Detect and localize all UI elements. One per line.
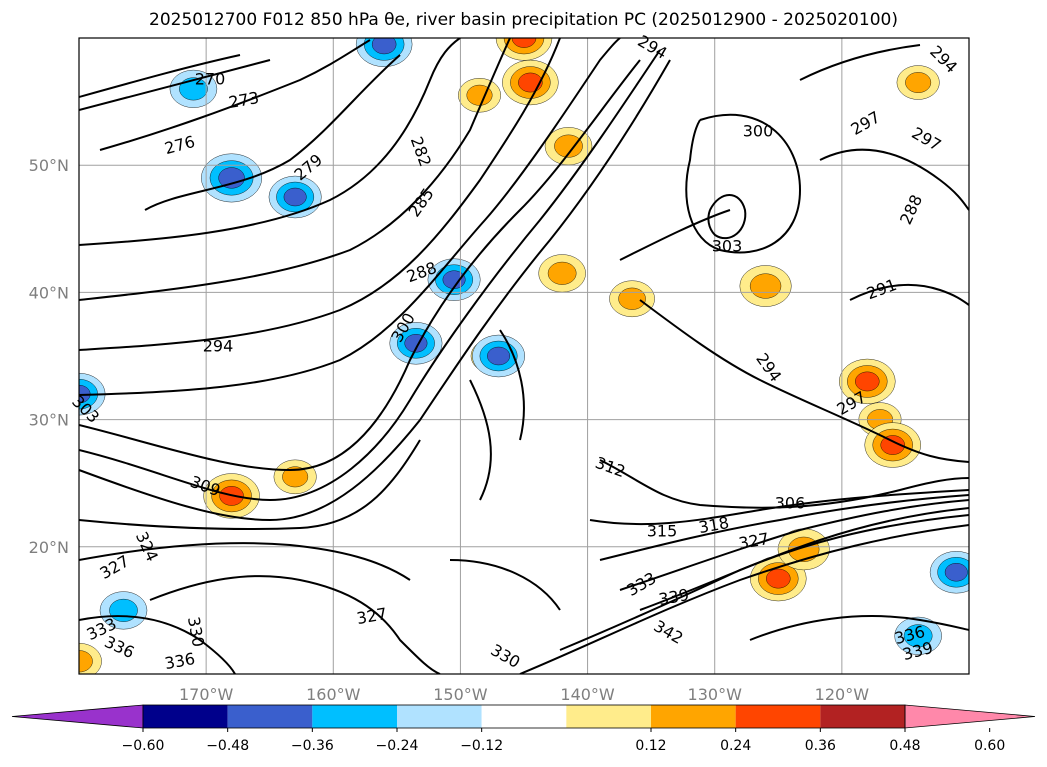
contour-label: 300 xyxy=(743,122,774,141)
lat-tick-label: 40°N xyxy=(29,283,69,302)
colorbar-segment xyxy=(143,705,228,728)
colorbar-tick-label: −0.60 xyxy=(122,738,165,754)
lon-tick-label: 130°W xyxy=(688,685,743,704)
colorbar-segment xyxy=(651,705,736,728)
lat-tick-label: 20°N xyxy=(29,538,69,557)
contour-label: 306 xyxy=(775,494,806,513)
precip-pc-patch xyxy=(282,466,309,488)
contour-label: 315 xyxy=(647,522,678,541)
colorbar: −0.60 −0.48 −0.36 −0.24 −0.12 0.12 0.24 0.36 0.4… xyxy=(11,704,1036,754)
precip-pc-patch xyxy=(283,187,307,207)
contour-label: 270 xyxy=(195,70,226,89)
colorbar-segment xyxy=(566,705,651,728)
precip-pc-patch xyxy=(109,598,138,622)
lon-tick-label: 170°W xyxy=(179,685,234,704)
colorbar-tick-label: −0.36 xyxy=(291,738,334,754)
precip-pc-patch xyxy=(487,346,511,366)
precip-pc-patch xyxy=(880,435,905,455)
precip-pc-patch xyxy=(749,273,782,299)
colorbar-tick-label: −0.24 xyxy=(376,738,419,754)
precip-pc-patch xyxy=(618,287,646,310)
precip-pc-patch xyxy=(218,167,245,189)
colorbar-tick-label: 0.36 xyxy=(805,738,836,754)
colorbar-over-triangle xyxy=(904,704,1036,729)
lon-tick-label: 120°W xyxy=(815,685,870,704)
lat-tick-label: 30°N xyxy=(29,411,69,430)
colorbar-segment xyxy=(227,705,313,728)
precip-pc-patch xyxy=(905,72,932,93)
precip-pc-patch xyxy=(554,134,583,158)
precip-pc-patch xyxy=(179,77,208,101)
precip-pc-patch xyxy=(766,568,791,589)
precip-pc-patch xyxy=(903,624,933,648)
page-title: 2025012700 F012 850 hPa θe, river basin … xyxy=(149,10,898,30)
colorbar-segment xyxy=(312,705,397,728)
colorbar-segment xyxy=(820,705,905,728)
theta-e-contours xyxy=(79,38,969,674)
lat-tick-label: 50°N xyxy=(29,156,69,175)
contour-label: 303 xyxy=(712,237,743,256)
colorbar-segment xyxy=(397,705,482,728)
colorbar-tick-label: −0.12 xyxy=(460,738,503,754)
colorbar-tick-label: 0.60 xyxy=(974,738,1005,754)
colorbar-segment xyxy=(481,705,567,728)
colorbar-frame xyxy=(142,704,906,729)
lon-tick-label: 140°W xyxy=(560,685,615,704)
colorbar-tick-label: −0.48 xyxy=(206,738,249,754)
colorbar-under-triangle xyxy=(11,704,144,729)
colorbar-tick-label: 0.24 xyxy=(720,738,751,754)
precip-pc-patch xyxy=(855,371,880,392)
precip-shading-layer xyxy=(79,38,969,674)
precip-pc-patch xyxy=(944,563,968,582)
axis-labels: 50°N 40°N 30°N 20°N 170°W 160°W 150°W 140°W 130°… xyxy=(29,156,870,704)
lon-tick-label: 150°W xyxy=(433,685,488,704)
contour-label: 294 xyxy=(203,337,234,356)
map-frame xyxy=(78,37,970,675)
precip-pc-patch xyxy=(511,38,537,48)
colorbar-tick-label: 0.48 xyxy=(889,738,920,754)
colorbar-segment xyxy=(735,705,821,728)
precip-pc-patch xyxy=(371,38,397,55)
precip-pc-patch xyxy=(547,261,577,285)
colorbar-tick-label: 0.12 xyxy=(635,738,666,754)
lon-tick-label: 160°W xyxy=(306,685,361,704)
